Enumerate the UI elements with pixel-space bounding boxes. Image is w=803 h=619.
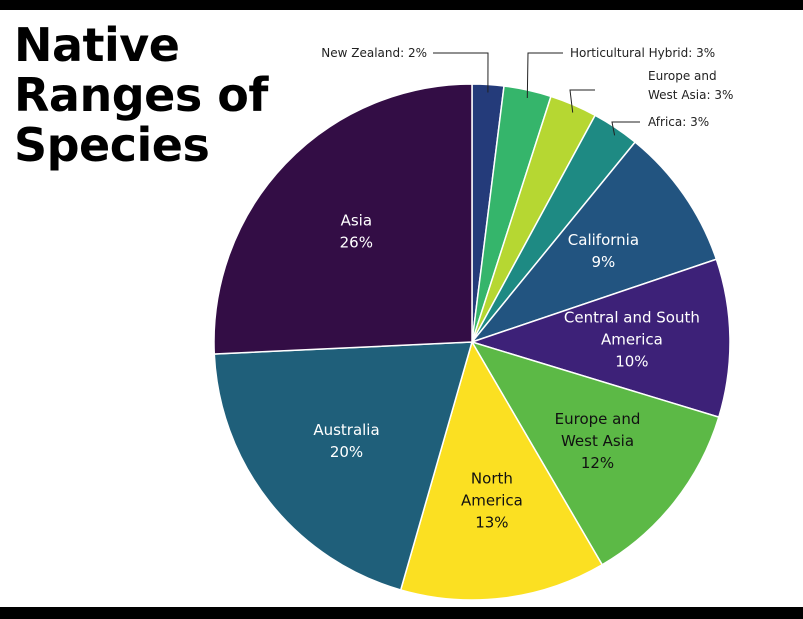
slice-label: California 9%: [568, 231, 639, 271]
slice-label: Europe and West Asia: 3%: [648, 69, 733, 102]
slice-label: Horticultural Hybrid: 3%: [570, 46, 715, 60]
pie-slice: [470, 340, 720, 566]
chart-title: Native Ranges of Species: [14, 20, 314, 170]
pie-slice: [469, 258, 731, 419]
slice-label: Africa: 3%: [648, 115, 709, 129]
leader-line: [611, 121, 640, 136]
slice-label: Central and South America 10%: [564, 309, 700, 371]
chart-title-line: Species: [14, 118, 210, 172]
pie-slice: [213, 83, 473, 355]
slice-label: New Zealand: 2%: [321, 46, 427, 60]
pie-slice: [213, 341, 474, 591]
slice-label: North America 13%: [461, 470, 523, 532]
leader-lines: [433, 52, 640, 136]
pie-slice: [469, 141, 718, 344]
slice-label: Australia 20%: [313, 421, 379, 461]
leader-line: [433, 52, 489, 93]
pie-slices: [213, 83, 731, 601]
chart-title-line: Ranges of: [14, 68, 268, 122]
slide: Native Ranges of Species New Zealand: 2%…: [0, 10, 803, 607]
slice-labels: New Zealand: 2% Horticultural Hybrid: 3% E…: [313, 46, 733, 532]
pie-slice: [399, 340, 604, 601]
leader-line: [526, 52, 563, 99]
slice-label: Europe and West Asia 12%: [555, 410, 641, 472]
pie-chart: New Zealand: 2% Horticultural Hybrid: 3% E…: [213, 46, 733, 601]
slice-label: Asia 26%: [340, 212, 373, 252]
chart-title-line: Native: [14, 18, 180, 72]
leader-line: [569, 89, 595, 113]
